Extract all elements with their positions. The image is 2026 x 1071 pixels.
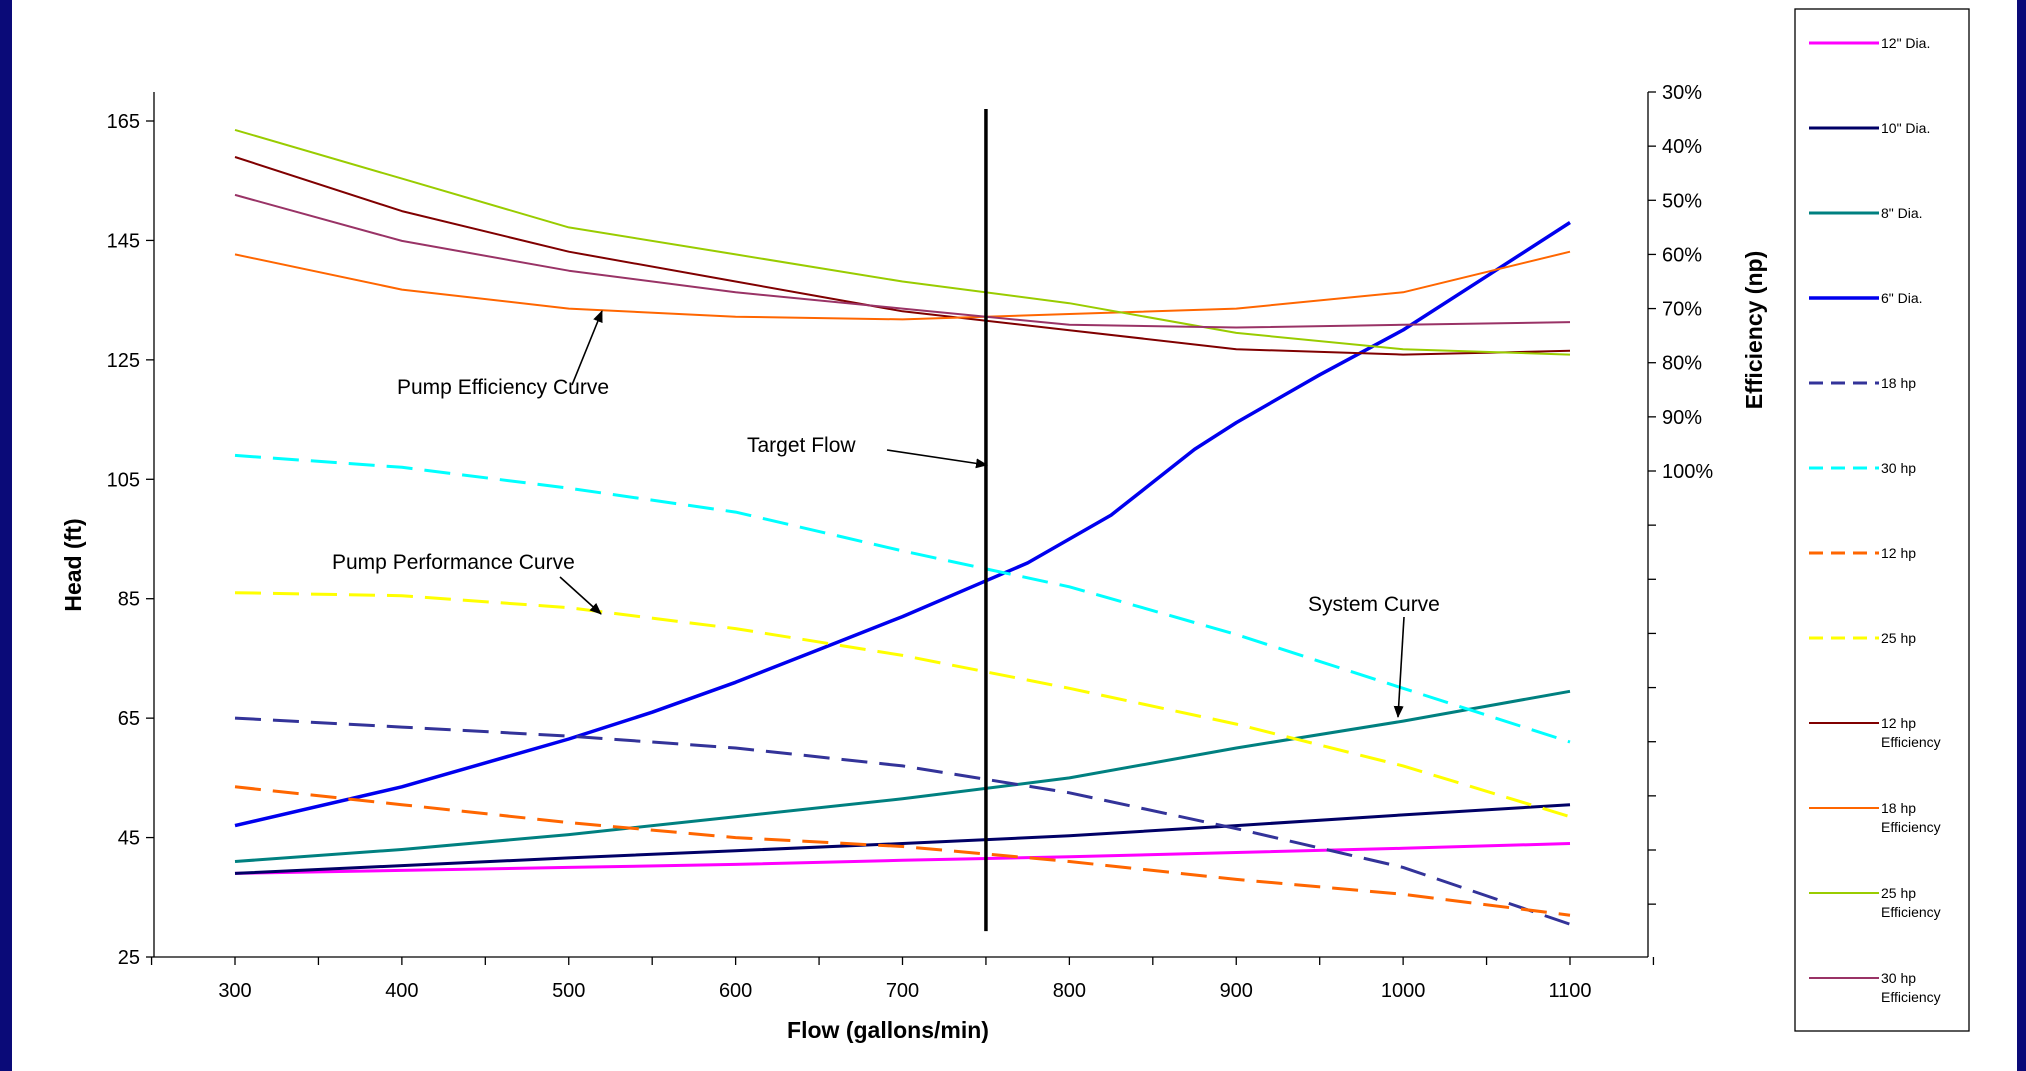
annotation-label: System Curve	[1308, 593, 1440, 616]
x-tick-label: 500	[552, 980, 585, 1002]
legend-label: 18 hp	[1881, 800, 1916, 816]
y2-tick-label: 60%	[1662, 244, 1702, 266]
y-tick-label: 65	[118, 708, 140, 730]
y2-tick-label: 100%	[1662, 461, 1713, 483]
series-line-1	[234, 803, 1571, 875]
series-line-5	[234, 453, 1571, 744]
y2-axis-title: Efficiency (np)	[1741, 251, 1767, 409]
y2-tick-label: 70%	[1662, 299, 1702, 321]
y-tick-label: 45	[118, 828, 140, 850]
series-line-6	[234, 785, 1571, 917]
legend-label: 30 hp	[1881, 460, 1916, 476]
y-tick-label: 85	[118, 589, 140, 611]
legend-label: 12 hp	[1881, 545, 1916, 561]
x-tick-label: 700	[886, 980, 919, 1002]
x-axis-title: Flow (gallons/min)	[787, 1017, 989, 1043]
legend: 12" Dia. 10" Dia. 8" Dia. 6" Dia. 18 hp 30 hp…	[1794, 8, 1970, 1032]
legend-label: Efficiency	[1881, 734, 1941, 750]
y2-tick-label: 30%	[1662, 82, 1702, 104]
x-tick-label: 1000	[1381, 980, 1426, 1002]
legend-label: Efficiency	[1881, 819, 1941, 835]
annotations-layer: Pump Efficiency Curve Target Flow Pump Per…	[332, 310, 1440, 718]
y-axis-title: Head (ft)	[60, 518, 86, 611]
x-tick-label: 900	[1220, 980, 1253, 1002]
series-line-3	[234, 221, 1571, 828]
x-tick-label: 400	[385, 980, 418, 1002]
legend-label: 18 hp	[1881, 375, 1916, 391]
legend-label: 6" Dia.	[1881, 290, 1923, 306]
series-line-0	[234, 842, 1571, 875]
axes-layer: 25 45 65 85 105 125 145 165 300 400 500 600 700 800 90…	[107, 82, 1714, 1002]
annotation-arrow	[559, 576, 602, 615]
y2-tick-label: 40%	[1662, 136, 1702, 158]
y-tick-label: 145	[107, 230, 140, 252]
series-line-7	[234, 591, 1571, 819]
y-tick-label: 165	[107, 111, 140, 133]
legend-label: 30 hp	[1881, 970, 1916, 986]
annotation-label: Target Flow	[747, 434, 856, 457]
annotation-arrow	[571, 310, 603, 386]
x-tick-label: 300	[218, 980, 251, 1002]
series-line-8	[234, 156, 1571, 356]
series-layer	[234, 109, 1571, 932]
chart-svg: 25 45 65 85 105 125 145 165 300 400 500 600 700 800 90…	[60, 8, 1970, 1043]
legend-label: 25 hp	[1881, 885, 1916, 901]
x-tick-label: 1100	[1548, 980, 1591, 1002]
legend-label: 12" Dia.	[1881, 35, 1930, 51]
x-tick-label: 800	[1053, 980, 1086, 1002]
series-line-9	[234, 250, 1571, 321]
y2-tick-label: 80%	[1662, 353, 1702, 375]
series-line-11	[234, 193, 1571, 329]
legend-label: 12 hp	[1881, 715, 1916, 731]
legend-label: 8" Dia.	[1881, 205, 1923, 221]
series-line-10	[234, 128, 1571, 356]
chart-frame: 25 45 65 85 105 125 145 165 300 400 500 600 700 800 90…	[12, 0, 2017, 1071]
annotation-arrow	[1393, 616, 1405, 718]
annotation-label: Pump Performance Curve	[332, 551, 575, 574]
series-line-4	[234, 716, 1571, 926]
series-line-2	[234, 689, 1571, 863]
y2-tick-label: 90%	[1662, 407, 1702, 429]
legend-label: Efficiency	[1881, 904, 1941, 920]
annotation-label: Pump Efficiency Curve	[397, 376, 609, 399]
legend-box	[1794, 8, 1970, 1032]
x-tick-label: 600	[719, 980, 752, 1002]
y-tick-label: 125	[107, 350, 140, 372]
legend-label: 25 hp	[1881, 630, 1916, 646]
y-tick-label: 105	[107, 469, 140, 491]
y-tick-label: 25	[118, 947, 140, 969]
legend-label: Efficiency	[1881, 989, 1941, 1005]
y2-tick-label: 50%	[1662, 190, 1702, 212]
annotation-arrow	[886, 449, 988, 469]
legend-label: 10" Dia.	[1881, 120, 1930, 136]
